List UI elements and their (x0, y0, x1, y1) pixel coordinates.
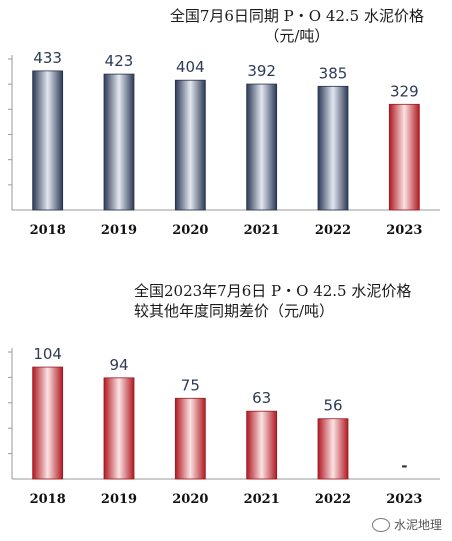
chart1-value-label: 392 (247, 62, 276, 80)
chart2-bar-2020 (174, 397, 206, 480)
watermark: 水泥地理 (371, 516, 442, 533)
price-bar-chart: 433 2018 423 2019 404 2020 392 2021 385 2022 329 20… (8, 49, 440, 238)
chart1-x-tick-label: 2021 (244, 223, 280, 238)
chart1-bar-2022 (317, 85, 349, 211)
chart2-x-tick-label: 2020 (172, 492, 208, 507)
chart2-value-label: 104 (33, 345, 62, 363)
chart1-value-label: 385 (319, 64, 348, 82)
chart1-bar-2019 (103, 73, 135, 211)
chart2-title-line2: 较其他年度同期差价（元/吨） (134, 302, 335, 320)
chart1-title: 全国7月6日同期 P・O 42.5 水泥价格 （元/吨） (170, 6, 424, 46)
chart2-bar-2019 (103, 377, 135, 480)
chart1-bar-2021 (246, 83, 278, 211)
chart1-x-tick-label: 2020 (172, 223, 208, 238)
chart1-title-line1: 全国7月6日同期 P・O 42.5 水泥价格 (169, 7, 424, 25)
chart1-value-label: 423 (105, 52, 134, 70)
chart2-value-label: 63 (252, 389, 271, 407)
chart2-title: 全国2023年7月6日 P・O 42.5 水泥价格 较其他年度同期差价（元/吨） (134, 281, 411, 321)
chart1-bar-2023 (388, 103, 420, 211)
chart1-plot: 433 2018 423 2019 404 2020 392 2021 385 2022 329 20… (8, 49, 440, 238)
chart2-value-label: 75 (181, 376, 200, 394)
chart2-bar-2021 (246, 410, 278, 480)
chart2-plot: 104 2018 94 2019 75 2020 63 2021 56 2022 - 2023 (8, 345, 440, 507)
chart2-x-tick-label: 2022 (315, 492, 351, 507)
chart2-x-tick-label: 2023 (386, 492, 422, 507)
chart1-title-line2: （元/吨） (264, 27, 330, 45)
chart1-value-label: 329 (390, 82, 419, 100)
chart2-x-tick-label: 2018 (30, 492, 66, 507)
chart2-x-tick-label: 2021 (244, 492, 280, 507)
chart1-bar-2018 (32, 70, 64, 211)
chart1-x-tick-label: 2022 (315, 223, 351, 238)
watermark-text: 水泥地理 (393, 518, 442, 532)
chart1-bar-2020 (174, 79, 206, 211)
chart1-x-tick-label: 2018 (30, 223, 66, 238)
chart2-x-tick-label: 2019 (101, 492, 137, 507)
wechat-icon (371, 517, 390, 532)
chart1-value-label: 433 (33, 49, 62, 67)
chart1-value-label: 404 (176, 58, 205, 76)
chart2-bar-2018 (32, 366, 64, 480)
chart2-value-label: 56 (323, 397, 342, 415)
chart2-value-label: 94 (109, 356, 128, 374)
chart1-x-tick-label: 2023 (386, 223, 422, 238)
chart2-bar-2022 (317, 418, 349, 480)
chart2-value-label: - (401, 457, 407, 475)
chart2-title-line1: 全国2023年7月6日 P・O 42.5 水泥价格 (134, 282, 412, 300)
chart1-x-tick-label: 2019 (101, 223, 137, 238)
